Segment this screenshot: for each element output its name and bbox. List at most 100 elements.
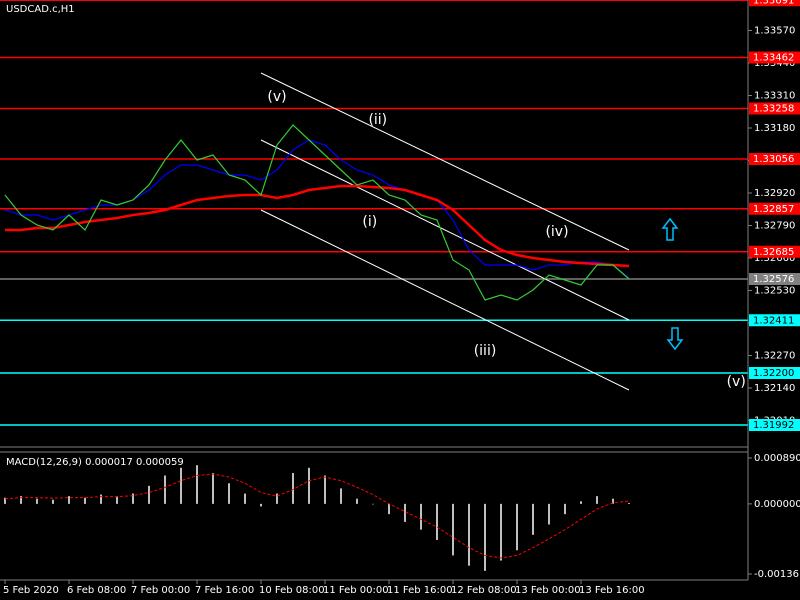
- macd-bar: [372, 503, 374, 505]
- macd-bar: [292, 472, 294, 504]
- level-label-box: [749, 245, 800, 258]
- y-tick-label: 1.32920: [754, 188, 795, 199]
- macd-bar: [260, 503, 262, 507]
- signal-line: [4, 473, 630, 559]
- level-label: 1.31992: [753, 420, 794, 431]
- plot-layer: (v) (ii) (i) (iii) (iv) (v): [0, 0, 748, 571]
- x-tick-label: 11 Feb 16:00: [387, 585, 453, 596]
- macd-bar: [148, 485, 150, 504]
- macd-bar: [228, 483, 230, 504]
- chart-title: USDCAD.c,H1: [6, 4, 75, 15]
- macd-bar: [132, 493, 134, 504]
- y-tick-label: -0.001361: [754, 569, 800, 580]
- price-line: [4, 139, 630, 279]
- level-label: 1.33462: [753, 53, 794, 64]
- wave-label: (iii): [474, 343, 497, 359]
- x-tick-label: 5 Feb 2020: [3, 585, 59, 596]
- macd-bar: [52, 499, 54, 504]
- macd-bar: [580, 501, 582, 504]
- level-label: 1.33056: [753, 154, 794, 165]
- macd-bar: [276, 493, 278, 504]
- macd-bar: [468, 503, 470, 566]
- macd-bar: [116, 496, 118, 504]
- level-label-box: [749, 51, 800, 64]
- x-tick-label: 11 Feb 00:00: [323, 585, 389, 596]
- level-label-box: [749, 273, 800, 285]
- y-tick-label: 0.000890: [754, 453, 800, 464]
- y-tick-label: 1.32530: [754, 286, 795, 297]
- level-label-box: [749, 419, 800, 431]
- wave-label: (i): [362, 214, 377, 230]
- level-label: 1.32576: [753, 274, 794, 285]
- wave-label: (ii): [368, 112, 387, 128]
- y-tick-label: 1.32790: [754, 221, 795, 232]
- macd-bar: [324, 475, 326, 504]
- macd-bar: [340, 488, 342, 504]
- macd-bar: [596, 496, 598, 504]
- wave-label: (v): [727, 374, 746, 390]
- level-label: 1.33691: [753, 0, 794, 6]
- macd-bar: [164, 475, 166, 504]
- x-tick-label: 12 Feb 08:00: [451, 585, 517, 596]
- macd-bar: [308, 467, 310, 504]
- wave-label: (v): [267, 89, 286, 105]
- x-tick-label: 13 Feb 00:00: [515, 585, 581, 596]
- x-tick-label: 7 Feb 16:00: [195, 585, 254, 596]
- macd-bar: [84, 497, 86, 504]
- macd-title: MACD(12,26,9) 0.000017 0.000059: [6, 457, 184, 468]
- y-tick-label: 1.33180: [754, 123, 795, 134]
- macd-bar: [20, 496, 22, 504]
- macd-bar: [548, 503, 550, 525]
- price-line: [4, 124, 630, 301]
- macd-bar: [516, 503, 518, 551]
- macd-bar: [628, 502, 630, 504]
- macd-bar: [436, 503, 438, 540]
- level-label-box: [749, 153, 800, 165]
- macd-bar: [420, 503, 422, 530]
- x-tick-label: 7 Feb 00:00: [131, 585, 190, 596]
- macd-bar: [564, 503, 566, 515]
- macd-bar: [100, 494, 102, 504]
- macd-bar: [612, 498, 614, 504]
- wave-label: (iv): [545, 224, 568, 240]
- y-tick-label: 1.33570: [754, 26, 795, 37]
- y-tick-label: 1.32660: [754, 253, 795, 264]
- y-tick-label: 1.33310: [754, 91, 795, 102]
- macd-bar: [180, 467, 182, 504]
- macd-bar: [532, 503, 534, 535]
- level-label-box: [749, 0, 800, 7]
- channel-line: [260, 209, 630, 391]
- macd-bar: [4, 497, 6, 504]
- level-label-box: [749, 202, 800, 215]
- macd-bar: [68, 496, 70, 504]
- macd-bar: [212, 472, 214, 504]
- macd-bar: [452, 503, 454, 556]
- macd-bar: [196, 465, 198, 504]
- level-label-box: [749, 102, 800, 115]
- macd-bar: [388, 503, 390, 515]
- level-label-box: [749, 367, 800, 379]
- up-arrow: [661, 217, 679, 241]
- macd-bar: [404, 503, 406, 522]
- y-tick-label: 0.000000: [754, 499, 800, 510]
- channel-line: [260, 139, 630, 321]
- x-tick-label: 10 Feb 08:00: [259, 585, 325, 596]
- macd-bar: [36, 498, 38, 504]
- y-tick-label: 1.32140: [754, 383, 795, 394]
- macd-bar: [500, 503, 502, 561]
- level-label: 1.32200: [753, 368, 794, 379]
- price-line: [5, 184, 630, 268]
- macd-bar: [244, 493, 246, 504]
- level-label-box: [749, 314, 800, 327]
- down-arrow: [666, 327, 684, 351]
- level-label: 1.32857: [753, 204, 794, 215]
- macd-bar: [484, 503, 486, 571]
- level-label: 1.33258: [753, 104, 794, 115]
- level-label: 1.32411: [753, 315, 794, 326]
- channel-line: [260, 72, 630, 251]
- y-tick-label: 1.32270: [754, 351, 795, 362]
- level-label: 1.32685: [753, 247, 794, 258]
- x-tick-label: 13 Feb 16:00: [579, 585, 645, 596]
